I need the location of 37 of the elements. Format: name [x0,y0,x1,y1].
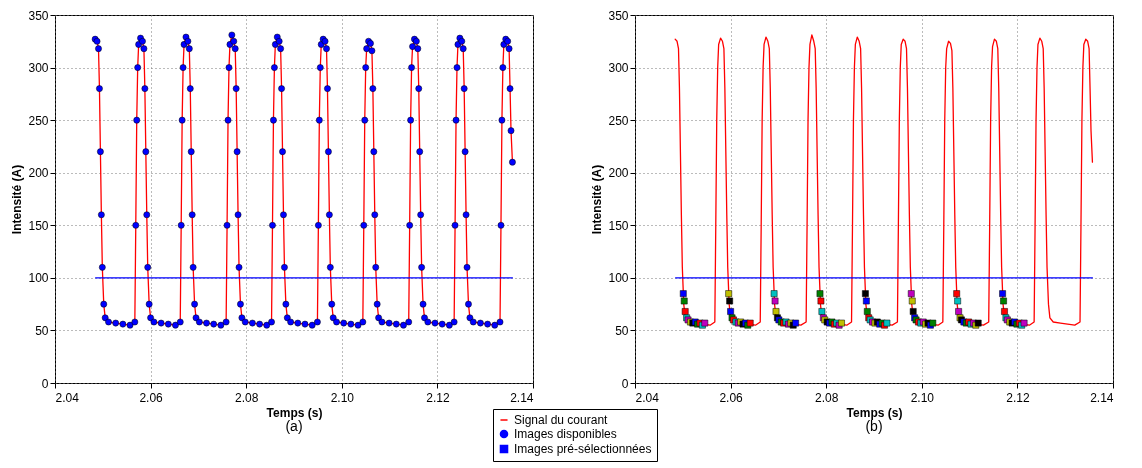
y-tick-label: 100 [28,271,49,286]
text: (b) [865,418,883,434]
y-tick-label: 50 [615,323,629,338]
y-axis-title: Intensité (A) [10,164,25,235]
x-tick-label: 2.08 [235,390,259,405]
x-tick-label: 2.04 [55,390,80,405]
x-tick-label: 2.08 [815,390,839,405]
x-tick-label: 2.14 [1090,390,1114,405]
y-tick-label: 200 [28,166,49,181]
x-tick-label: 2.10 [910,390,935,405]
y-tick-label: 300 [608,61,629,76]
y-tick-label: 0 [621,376,629,391]
y-tick-label: 250 [608,113,629,128]
y-tick-label: 300 [28,61,49,76]
y-tick-label: 350 [28,8,49,23]
x-tick-label: 2.12 [1006,390,1030,405]
y-tick-label: 0 [41,376,49,391]
y-tick-label: 150 [608,218,629,233]
y-tick-label: 50 [35,323,49,338]
legend-label: Images disponibles [514,427,617,441]
x-tick-label: 2.14 [510,390,534,405]
y-tick-label: 350 [608,8,629,23]
y-tick-label: 150 [28,218,49,233]
x-tick-label: 2.12 [426,390,450,405]
legend-label: Signal du courant [514,413,609,427]
x-tick-label: 2.10 [330,390,355,405]
x-tick-label: 2.06 [719,390,744,405]
x-tick-label: 2.04 [635,390,660,405]
text: (a) [285,418,303,434]
y-axis-title: Intensité (A) [590,164,605,235]
y-tick-label: 200 [608,166,629,181]
x-axis-title: Temps (s) [266,405,323,420]
y-tick-label: 100 [608,271,629,286]
y-tick-label: 250 [28,113,49,128]
x-tick-label: 2.06 [139,390,164,405]
x-axis-title: Temps (s) [846,405,903,420]
text: Images pré-sélectionnées [514,442,652,456]
